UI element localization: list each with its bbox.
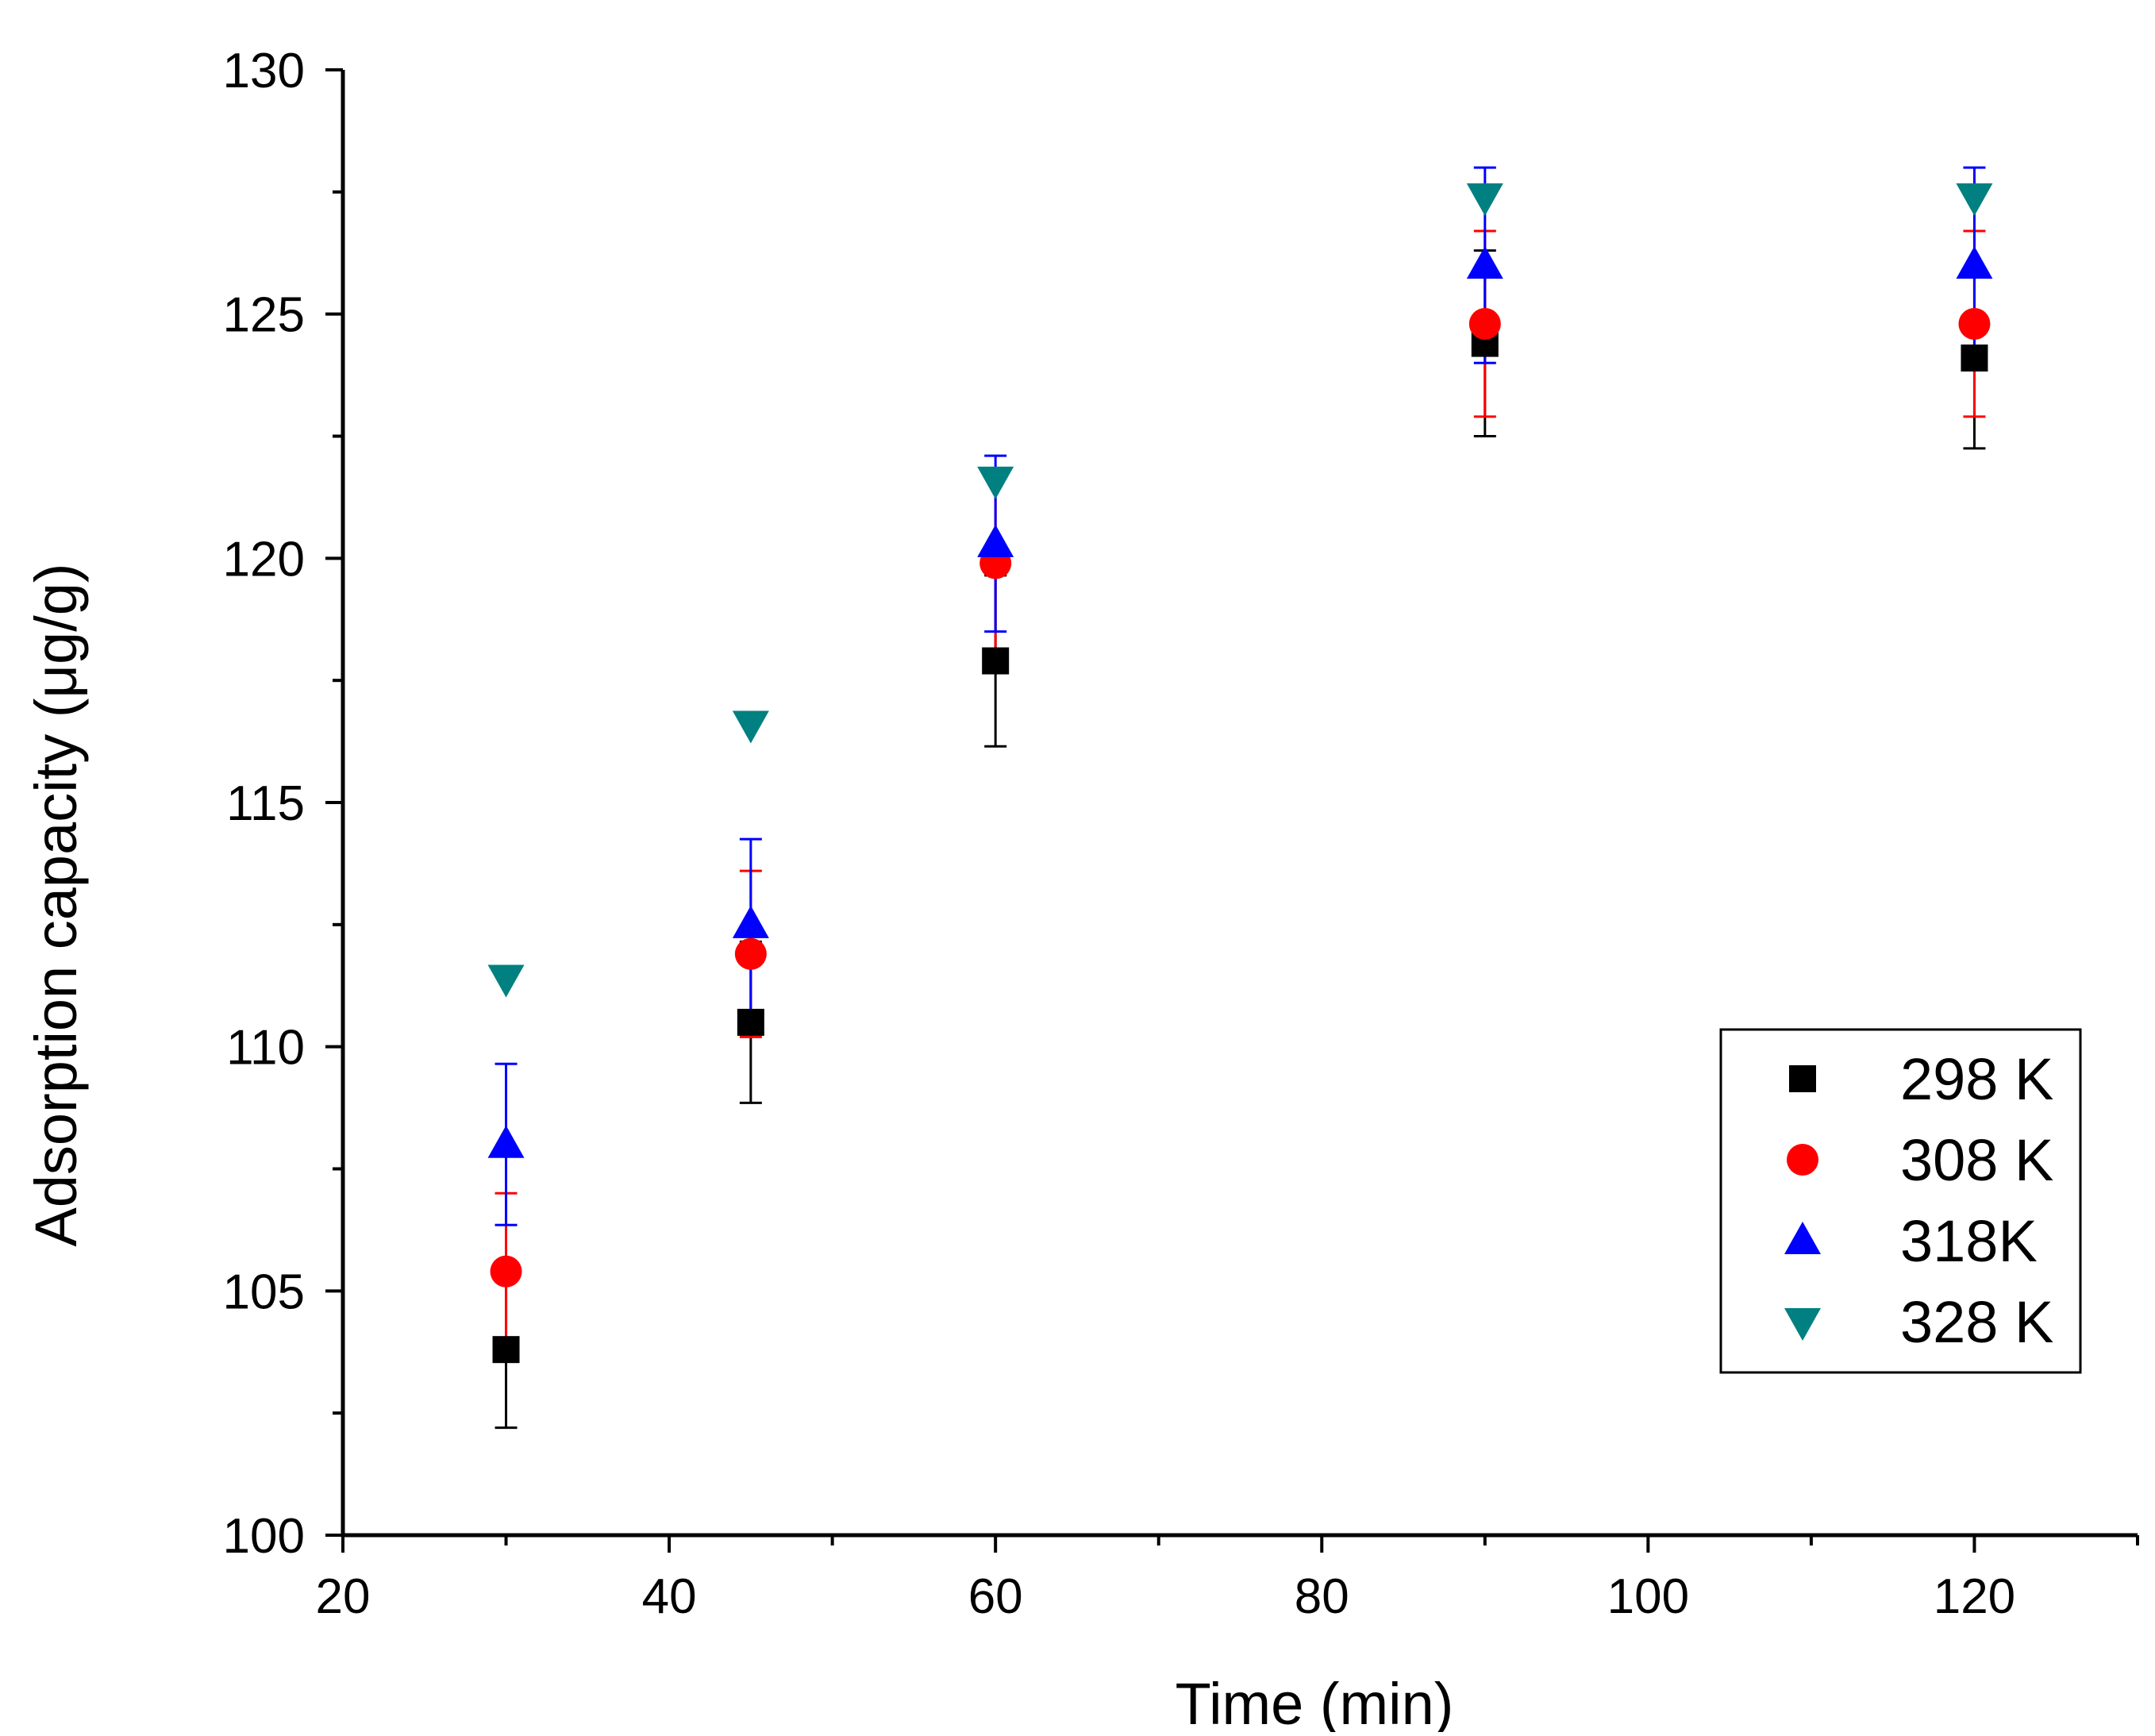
data-point (1468, 307, 1501, 340)
y-tick-label: 125 (223, 288, 305, 343)
y-axis-title: Adsorption capacity (μg/g) (23, 563, 89, 1246)
data-point (977, 524, 1014, 557)
series-2-points (487, 246, 1993, 1158)
axes: 20 40 60 80 100 120 100 105 110 115 120 125 130 (223, 44, 2139, 1624)
data-point (1466, 246, 1503, 279)
data-point (977, 466, 1014, 499)
y-tick-label: 110 (226, 1021, 305, 1076)
x-axis-title: Time (min) (1176, 1671, 1454, 1732)
legend-marker (1789, 1065, 1816, 1092)
x-tick-label: 80 (1295, 1569, 1349, 1624)
x-tick-label: 100 (1607, 1569, 1689, 1624)
data-point (490, 1255, 522, 1288)
y-tick-label: 130 (223, 44, 305, 98)
data-point (737, 1008, 764, 1036)
legend-label: 298 K (1900, 1046, 2053, 1112)
x-tick-label: 40 (642, 1569, 697, 1624)
legend-box (1719, 1028, 2082, 1374)
data-point (1466, 183, 1503, 216)
data-point (982, 647, 1010, 675)
x-tick-label: 60 (968, 1569, 1023, 1624)
data-point (487, 1125, 525, 1158)
legend: 298 K 308 K 318K 328 K (1719, 1028, 2082, 1374)
data-point (732, 710, 769, 744)
legend-label: 308 K (1900, 1127, 2053, 1193)
y-tick-label: 105 (223, 1264, 305, 1319)
data-point (1958, 307, 1991, 340)
legend-label: 318K (1900, 1208, 2038, 1274)
data-point (1956, 246, 1993, 279)
series-3-points (487, 183, 1993, 998)
data-point (1961, 345, 1988, 372)
x-tick-label: 120 (1934, 1569, 2015, 1624)
series-1-points (490, 307, 1991, 1288)
legend-label: 328 K (1900, 1289, 2053, 1355)
data-layer (487, 166, 1993, 1430)
x-tick-label: 20 (316, 1569, 371, 1624)
data-point (732, 905, 769, 938)
legend-marker (1784, 1222, 1821, 1254)
y-tick-label: 115 (226, 776, 305, 831)
data-point (487, 964, 525, 998)
legend-marker (1787, 1144, 1818, 1176)
y-tick-label: 120 (223, 532, 305, 587)
data-point (492, 1336, 520, 1364)
data-point (734, 937, 767, 970)
data-point (1956, 183, 1993, 216)
y-tick-label: 100 (223, 1509, 305, 1564)
legend-marker (1784, 1308, 1821, 1341)
